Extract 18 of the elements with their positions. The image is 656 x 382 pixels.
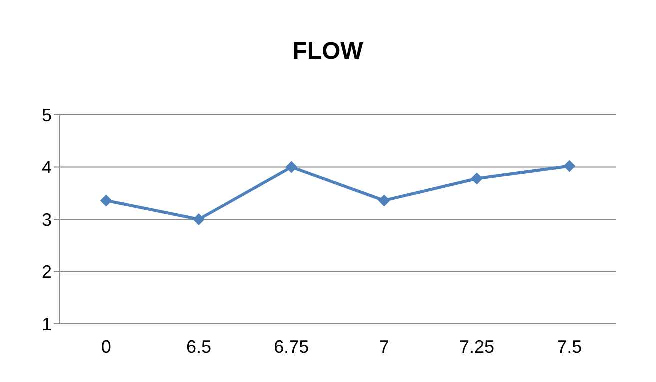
x-tick-label: 6.5: [186, 336, 212, 357]
x-tick-label: 7.5: [557, 336, 582, 357]
x-tick-label: 0: [101, 336, 112, 357]
x-tick-label: 6.75: [274, 336, 310, 357]
point: [378, 194, 390, 207]
y-tick-label: 2: [42, 262, 52, 282]
y-tick-label: 1: [42, 314, 52, 334]
point: [564, 160, 576, 172]
chart-title: FLOW: [292, 37, 364, 67]
x-tick-label: 7.25: [459, 336, 495, 357]
y-tick-label: 5: [42, 105, 52, 126]
point: [286, 161, 298, 174]
y-tick-label: 3: [42, 210, 52, 230]
point: [193, 214, 205, 226]
point: [471, 172, 483, 185]
x-tick-label: 7: [379, 336, 390, 357]
point: [100, 194, 112, 207]
y-tick-label: 4: [42, 158, 52, 178]
